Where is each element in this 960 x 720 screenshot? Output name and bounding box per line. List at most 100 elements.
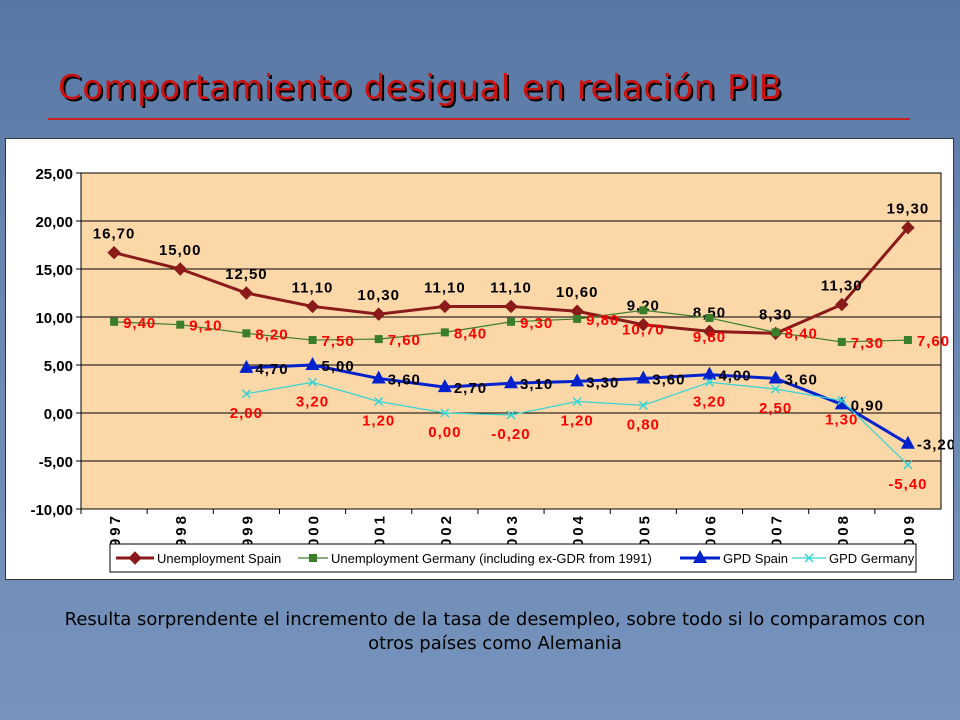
y-tick-label: -5,00 (39, 454, 73, 471)
data-label-gdp_germany: -5,40 (888, 476, 927, 493)
point-gdp_germany (308, 377, 318, 387)
point-unemployment_germany (308, 336, 317, 345)
data-label-gdp_spain: 3,60 (785, 371, 818, 388)
data-label-gdp_germany: 1,20 (362, 412, 395, 429)
slide-title: Comportamiento desigual en relación PIB (58, 68, 783, 108)
data-label-unemployment_spain: 10,30 (357, 287, 400, 304)
data-label-unemployment_spain: 11,10 (424, 279, 466, 296)
data-label-gdp_spain: 4,70 (255, 361, 288, 378)
point-gdp_germany (506, 410, 516, 420)
point-gdp_spain (768, 370, 783, 384)
data-label-unemployment_spain: 16,70 (93, 226, 136, 243)
data-label-unemployment_spain: 19,30 (887, 201, 930, 218)
data-label-gdp_spain: 3,60 (388, 371, 421, 388)
point-gdp_germany (440, 408, 450, 418)
point-gdp_germany (837, 395, 847, 406)
data-label-unemployment_spain: 11,10 (292, 279, 334, 296)
point-unemployment_spain (835, 297, 849, 312)
data-label-gdp_germany: 1,20 (561, 412, 594, 429)
data-label-unemployment_germany: 8,20 (255, 326, 288, 343)
point-gdp_germany (572, 396, 582, 407)
point-gdp_spain (305, 357, 320, 370)
y-tick-label: 10,00 (35, 310, 73, 327)
point-unemployment_germany (242, 329, 251, 338)
data-label-gdp_spain: -3,20 (917, 437, 953, 454)
line-chart: 25,00 20,00 15,00 10,00 5,00 0,00 -5,00 -10,00 1… (30, 166, 953, 573)
point-gdp_spain (371, 370, 386, 384)
point-unemployment_germany (903, 336, 912, 345)
chart-frame: 25,00 20,00 15,00 10,00 5,00 0,00 -5,00 -10,00 1… (5, 138, 954, 580)
data-label-gdp_germany: 0,00 (428, 424, 461, 441)
y-tick-label: 0,00 (44, 406, 73, 423)
point-unemployment_spain (438, 299, 452, 314)
point-gdp_germany (771, 384, 781, 394)
point-gdp_germany (903, 460, 913, 470)
legend-box (109, 543, 917, 573)
data-label-unemployment_spain: 10,60 (556, 284, 599, 301)
point-unemployment_germany (110, 317, 119, 326)
point-unemployment_germany (705, 313, 714, 322)
point-gdp_spain (570, 373, 585, 387)
data-label-unemployment_germany: 9,10 (189, 318, 222, 335)
point-gdp_germany (374, 396, 384, 407)
point-gdp_spain (900, 435, 915, 449)
data-label-unemployment_germany: 9,80 (693, 329, 726, 346)
point-unemployment_germany (440, 328, 449, 337)
point-unemployment_spain (305, 299, 320, 314)
data-label-unemployment_germany: 9,30 (520, 315, 553, 332)
data-label-unemployment_spain: 9,20 (627, 298, 660, 315)
point-unemployment_germany (771, 328, 780, 337)
y-tick-label: 25,00 (35, 166, 73, 183)
data-label-unemployment_germany: 7,50 (322, 333, 355, 350)
data-label-gdp_spain: 4,00 (718, 368, 751, 385)
legend-label-unemployment_spain: Unemployment Spain (157, 551, 281, 566)
data-label-gdp_spain: 0,90 (851, 397, 884, 414)
data-label-unemployment_germany: 9,40 (123, 315, 156, 332)
data-label-gdp_germany: 0,80 (627, 416, 660, 433)
data-label-unemployment_germany: 9,80 (586, 312, 619, 329)
point-unemployment_spain (371, 307, 386, 321)
data-label-unemployment_spain: 11,30 (821, 278, 863, 295)
point-unemployment_germany (837, 337, 846, 346)
data-label-unemployment_germany: 7,60 (917, 333, 950, 350)
legend-marker-gdp_spain (693, 550, 707, 563)
data-label-unemployment_germany: 8,40 (454, 325, 487, 342)
point-gdp_spain (437, 379, 452, 393)
point-unemployment_spain (702, 324, 717, 339)
data-label-gdp_spain: 5,00 (322, 358, 355, 375)
plot-area (80, 172, 942, 510)
point-unemployment_spain (239, 286, 254, 300)
point-unemployment_spain (901, 221, 915, 235)
y-tick-label: -10,00 (30, 502, 73, 519)
y-tick-label: 20,00 (35, 214, 73, 231)
data-label-gdp_germany: 2,00 (230, 405, 263, 422)
data-label-gdp_spain: 3,60 (652, 371, 685, 388)
title-underline (48, 118, 910, 120)
y-tick-label: 5,00 (44, 358, 73, 375)
point-gdp_germany (704, 377, 714, 387)
data-label-unemployment_germany: 7,60 (388, 332, 421, 349)
point-gdp_germany (241, 389, 251, 399)
legend-label-unemployment_germany: Unemployment Germany (including ex-GDR f… (331, 551, 652, 566)
data-label-unemployment_germany: 8,40 (785, 325, 818, 342)
data-label-gdp_germany: 3,20 (296, 393, 329, 410)
point-unemployment_germany (176, 320, 185, 329)
point-gdp_spain (239, 359, 254, 373)
point-unemployment_germany (507, 317, 515, 326)
data-label-gdp_germany: 3,20 (693, 393, 726, 410)
slide-caption: Resulta sorprendente el incremento de la… (64, 609, 926, 654)
data-label-gdp_spain: 3,30 (586, 374, 619, 391)
data-label-unemployment_spain: 8,30 (759, 306, 792, 323)
point-gdp_spain (834, 396, 849, 410)
data-label-gdp_germany: 2,50 (759, 400, 792, 417)
point-unemployment_germany (374, 335, 383, 344)
legend-label-gdp_spain: GPD Spain (723, 551, 788, 566)
legend-marker-gdp_germany (804, 553, 814, 563)
y-tick-label: 15,00 (35, 262, 73, 279)
data-label-unemployment_germany: 10,70 (622, 321, 665, 338)
legend-marker-unemployment_germany (309, 554, 317, 562)
point-unemployment_spain (173, 262, 187, 276)
legend-marker-unemployment_spain (128, 551, 142, 565)
data-label-unemployment_germany: 7,30 (851, 335, 884, 352)
point-gdp_spain (504, 375, 518, 389)
